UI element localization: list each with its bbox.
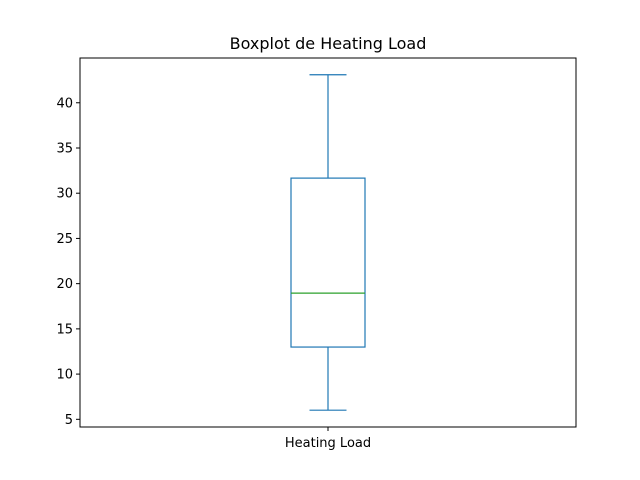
box-series <box>290 74 366 411</box>
x-axis: Heating Load <box>285 427 371 451</box>
y-axis: 5 10 15 20 25 30 35 40 <box>56 96 80 428</box>
y-tick-label: 5 <box>65 413 73 428</box>
chart-title: Boxplot de Heating Load <box>230 34 427 53</box>
iqr-box <box>290 177 366 348</box>
y-tick-label: 35 <box>56 141 73 156</box>
y-tick-label: 40 <box>56 96 73 111</box>
y-tick-label: 15 <box>56 322 73 337</box>
y-tick-label: 30 <box>56 187 73 202</box>
x-tick-label: Heating Load <box>285 436 371 451</box>
y-tick-label: 25 <box>56 232 73 247</box>
y-tick-label: 20 <box>56 277 73 292</box>
y-tick-label: 10 <box>56 368 73 383</box>
